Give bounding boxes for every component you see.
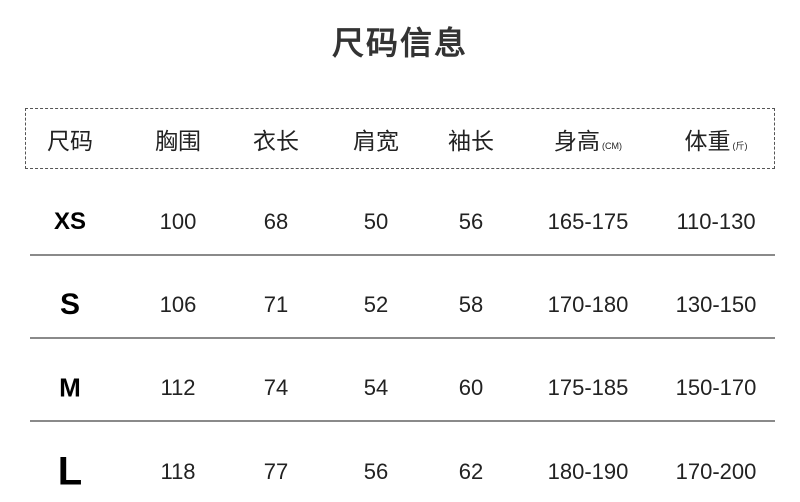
table-cell: 130-150 [675,292,757,317]
table-cell: 71 [263,292,289,317]
header-label: 衣长 [253,128,299,154]
header-cell: 身高 (CM) [554,122,622,156]
header-label: 肩宽 [353,128,399,154]
table-cell: 77 [263,459,289,484]
table-cell: 52 [363,292,389,317]
table-cell: 56 [458,209,484,234]
header-unit: (斤) [732,141,748,151]
table-cell: 58 [458,292,484,317]
table-cell: 180-190 [547,459,629,484]
table-cell: 110-130 [676,209,756,234]
table-cell: 54 [363,375,389,400]
row-divider [30,254,775,256]
table-cell: 150-170 [675,375,757,400]
table-cell: 74 [263,375,289,400]
table-cell: 170-180 [547,292,629,317]
size-label: XS [53,208,87,235]
header-cell: 肩宽 [353,122,399,156]
table-cell: 60 [458,375,484,400]
header-label: 体重 [684,128,731,154]
header-cell: 胸围 [155,122,201,156]
row-divider [30,420,775,422]
size-label: M [59,372,81,403]
page-title: 尺码信息 [331,25,468,61]
header-label: 袖长 [448,128,494,154]
row-divider [30,337,775,339]
table-header-box [25,108,775,169]
table-cell: 106 [159,292,197,317]
table-cell: 56 [363,459,389,484]
header-unit: (CM) [602,141,622,151]
table-cell: 175-185 [547,375,629,400]
table-cell: 112 [160,375,196,400]
table-cell: 50 [363,209,389,234]
table-cell: 170-200 [675,459,757,484]
header-label: 尺码 [47,128,93,154]
header-label: 身高 [554,128,600,154]
header-label: 胸围 [155,128,201,154]
size-label: L [57,449,83,494]
table-cell: 68 [263,209,289,234]
table-cell: 118 [160,459,196,484]
header-cell: 体重 (斤) [685,122,748,156]
header-cell: 袖长 [448,122,494,156]
size-label: S [59,288,81,321]
header-cell: 衣长 [253,122,299,156]
header-cell: 尺码 [47,122,93,156]
table-cell: 100 [159,209,197,234]
table-cell: 165-175 [547,209,629,234]
table-cell: 62 [458,459,484,484]
